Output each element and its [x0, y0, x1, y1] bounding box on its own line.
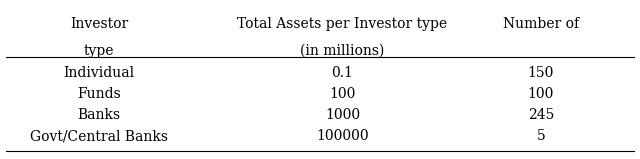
Text: Banks: Banks — [77, 108, 121, 122]
Text: Individual: Individual — [63, 66, 135, 80]
Text: Total Assets per Investor type: Total Assets per Investor type — [237, 17, 447, 31]
Text: Investor: Investor — [70, 17, 129, 31]
Text: Govt/Central Banks: Govt/Central Banks — [30, 129, 168, 143]
Text: 0.1: 0.1 — [332, 66, 353, 80]
Text: 100: 100 — [329, 87, 356, 101]
Text: 150: 150 — [527, 66, 554, 80]
Text: 100000: 100000 — [316, 129, 369, 143]
Text: 5: 5 — [536, 129, 545, 143]
Text: Funds: Funds — [77, 87, 121, 101]
Text: Number of: Number of — [503, 17, 579, 31]
Text: 1000: 1000 — [325, 108, 360, 122]
Text: type: type — [84, 44, 115, 58]
Text: 100: 100 — [527, 87, 554, 101]
Text: (in millions): (in millions) — [300, 44, 385, 58]
Text: 245: 245 — [527, 108, 554, 122]
